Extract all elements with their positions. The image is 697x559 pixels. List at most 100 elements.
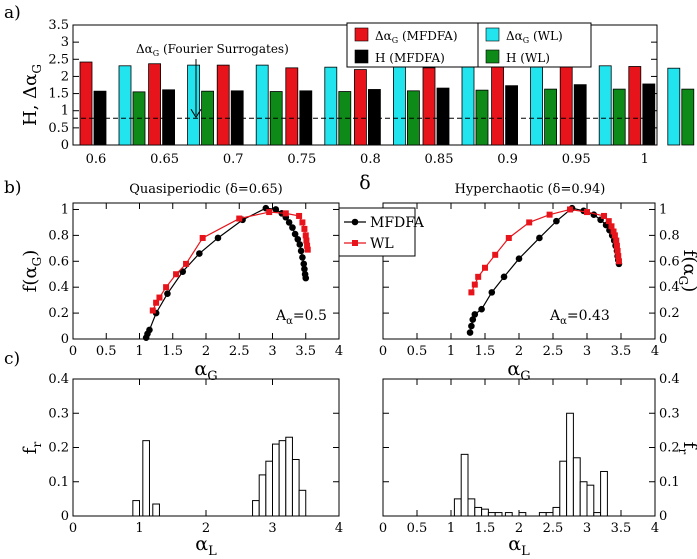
x-tick-label: 0.85: [425, 152, 454, 167]
panel-a-bar-chart: 0 0.5 1 1.5 2 2.5 3 3.5 0.6 0.65 0.7 0.75 0.8 0.85 0.9…: [20, 18, 695, 194]
x-tick-label: 1.5: [475, 521, 496, 536]
histogram-bar: [586, 484, 595, 517]
histogram-bar: [566, 412, 574, 517]
panel-label-c: c): [4, 349, 20, 369]
x-tick-label: 0: [379, 344, 387, 359]
histogram-bar: [453, 498, 462, 517]
legend-label: H (MFDFA): [375, 51, 445, 65]
histogram-bar: [460, 453, 469, 517]
y-tick-label: 0.4: [48, 280, 69, 295]
x-tick-label: 0: [69, 521, 77, 536]
bar-0: [628, 66, 642, 146]
series-point-wl: [614, 247, 621, 254]
plot-frame: [382, 378, 656, 517]
series-point-mfdfa: [146, 326, 153, 334]
series-point-wl: [601, 212, 607, 219]
series-point-mfdfa: [272, 206, 280, 213]
x-tick-label: 3.5: [611, 344, 632, 359]
x-tick-label: 2: [202, 521, 210, 536]
bar-3: [475, 89, 489, 146]
bar-3: [544, 88, 557, 146]
x-tick-label: 3.5: [295, 344, 316, 359]
y-axis-label: fr​: [20, 442, 44, 455]
bar-2: [461, 65, 475, 146]
x-tick-label: 2.5: [543, 521, 564, 536]
panel-label-a: a): [4, 3, 21, 23]
bar-0: [148, 63, 162, 146]
legend-label: ΔαG​ (MFDFA): [375, 29, 458, 45]
x-tick-label: 4: [335, 521, 343, 536]
histogram-bar: [487, 512, 496, 517]
panel-c-left-histogram: 0 1 2 3 4 0 0.1 0.2 0.3 0.4 αL​ fr​: [20, 372, 343, 559]
x-tick-label: 1.5: [162, 344, 183, 359]
y-tick-label: 0.1: [48, 475, 69, 490]
y-tick-label: 0: [659, 332, 667, 347]
histogram-bar: [272, 443, 280, 517]
histogram-bar: [474, 506, 483, 517]
y-tick-label: 0.2: [659, 441, 680, 456]
y-tick-label: 3: [61, 35, 69, 50]
histogram-bar: [467, 498, 476, 517]
legend-label: H (WL): [506, 51, 550, 65]
y-tick-label: 0.8: [659, 228, 680, 243]
series-point-mfdfa: [300, 260, 308, 268]
series-point-wl: [296, 212, 303, 219]
bar-1: [367, 89, 381, 146]
y-tick-label: 2: [61, 69, 69, 84]
x-tick-label: 0.6: [86, 152, 107, 167]
series-point-wl: [149, 307, 156, 314]
series-point-mfdfa: [466, 329, 474, 336]
histogram-bar: [559, 460, 568, 517]
series-point-mfdfa: [301, 265, 308, 273]
y-tick-label: 0.6: [659, 254, 680, 269]
legend-swatch: [485, 49, 500, 64]
bar-2: [530, 65, 543, 146]
y-tick-label: 1: [61, 104, 69, 119]
x-tick-label: 0.5: [407, 344, 428, 359]
histogram-bar: [593, 512, 602, 517]
legend-label: MFDFA: [370, 215, 425, 231]
histogram-bar: [132, 500, 141, 517]
x-tick-label: 0.65: [150, 152, 179, 167]
series-point-wl: [199, 234, 206, 241]
y-tick-label: 0.4: [48, 372, 69, 387]
y-tick-label: 0: [61, 138, 69, 153]
x-tick-label: 2: [515, 521, 523, 536]
series-point-mfdfa: [299, 254, 306, 261]
x-axis-label: αG​: [194, 358, 217, 384]
series-point-mfdfa: [302, 274, 310, 282]
x-tick-label: 3: [583, 344, 591, 359]
x-tick-label: 3: [268, 344, 276, 359]
bar-0: [216, 64, 230, 146]
series-point-mfdfa: [469, 316, 477, 323]
y-tick-label: 0.4: [659, 280, 680, 295]
x-tick-label: 2.5: [229, 344, 250, 359]
series-point-mfdfa: [296, 241, 304, 248]
y-tick-label: 1: [659, 202, 667, 217]
histogram-bar: [252, 500, 260, 517]
x-tick-label: 0.5: [407, 521, 428, 536]
series-point-mfdfa: [500, 273, 508, 281]
bar-1: [162, 89, 176, 146]
series-point-wl: [546, 211, 553, 218]
panel-b-hyperchaotic-chart: 0 0.5 1 1.5 2 2.5 3 3.5 400.20.40.60.81Hyperchao…: [338, 182, 697, 384]
asymmetry-annotation: Aα​=0.43: [549, 308, 610, 327]
series-point-wl: [183, 260, 190, 267]
x-tick-label: 1: [135, 521, 143, 536]
series-point-wl: [611, 232, 618, 239]
bar-2: [255, 64, 269, 146]
y-tick-label: 0.3: [48, 406, 69, 421]
panel-label-b: b): [4, 178, 22, 198]
histogram-bar: [258, 474, 267, 517]
bar-2: [187, 64, 201, 146]
histogram-bar: [538, 512, 547, 517]
y-axis-label: f(αG​): [676, 250, 697, 292]
x-tick-label: 4: [335, 344, 343, 359]
series-point-wl: [173, 271, 180, 278]
series-point-wl: [304, 246, 311, 253]
y-tick-label: 0.2: [48, 306, 69, 321]
x-tick-label: 1.5: [475, 344, 496, 359]
x-axis-label: αL​: [195, 533, 217, 559]
series-point-wl: [163, 284, 170, 291]
series-point-wl: [282, 210, 289, 217]
